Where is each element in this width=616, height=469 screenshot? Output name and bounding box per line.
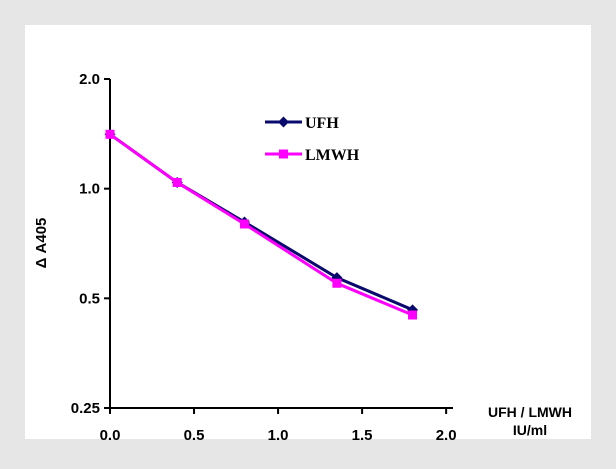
legend-marker <box>278 116 289 128</box>
plot-background <box>25 25 591 439</box>
y-axis-label: Δ A405 <box>33 218 50 269</box>
data-point <box>172 177 182 187</box>
x-tick-label: 0.5 <box>184 427 205 444</box>
x-tick-label: 1.5 <box>352 427 373 444</box>
data-point <box>105 129 115 139</box>
legend-item-ufh: UFH <box>265 115 339 132</box>
y-ticks: 0.25 0.5 1.0 2.0 <box>71 71 110 417</box>
legend-item-lmwh: LMWH <box>265 147 360 164</box>
series-layer <box>104 128 419 320</box>
legend-label: LMWH <box>305 147 360 164</box>
x-tick-label: 1.0 <box>268 427 289 444</box>
x-ticks: 0.0 0.5 1.0 1.5 2.0 <box>100 408 457 444</box>
y-tick-label: 2.0 <box>79 71 100 88</box>
legend: UFH LMWH <box>238 103 390 167</box>
legend-marker <box>279 149 288 159</box>
data-point <box>239 219 249 229</box>
legend-box <box>238 103 390 167</box>
legend-label: UFH <box>305 115 339 132</box>
x-tick-label: 0.0 <box>100 427 121 444</box>
y-tick-label: 0.25 <box>71 400 100 417</box>
y-tick-label: 1.0 <box>79 181 100 198</box>
y-tick-label: 0.5 <box>79 290 100 307</box>
x-tick-label: 2.0 <box>436 427 457 444</box>
series-lmwh <box>105 129 418 320</box>
x-axis-unit-label: IU/ml <box>513 422 547 438</box>
data-point <box>332 278 342 288</box>
x-axis-label: UFH / LMWH <box>488 404 572 420</box>
legend-items: UFH LMWH <box>265 115 360 164</box>
data-point <box>408 310 418 320</box>
